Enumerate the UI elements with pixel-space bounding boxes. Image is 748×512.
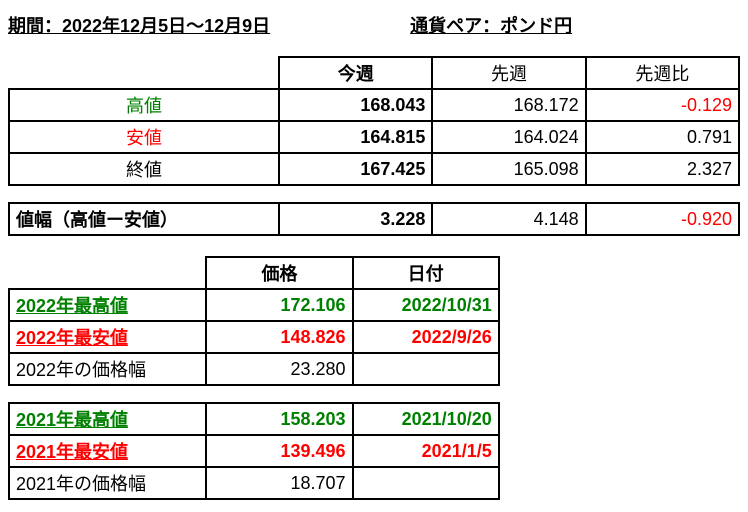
label-2022-high: 2022年最高値 [9, 289, 206, 321]
label-close: 終値 [9, 153, 279, 185]
date-2022-high: 2022/10/31 [353, 289, 499, 321]
row-2021-high: 2021年最高値 158.203 2021/10/20 [9, 403, 740, 435]
val-range-this: 3.228 [279, 203, 432, 235]
val-low-this: 164.815 [279, 121, 432, 153]
weekly-table: 今週 先週 先週比 高値 168.043 168.172 -0.129 安値 1… [8, 56, 740, 236]
yearly-table: 価格 日付 2022年最高値 172.106 2022/10/31 2022年最… [8, 256, 740, 500]
row-2021-range: 2021年の価格幅 18.707 [9, 467, 740, 499]
price-2021-high: 158.203 [206, 403, 352, 435]
val-high-last: 168.172 [432, 89, 585, 121]
val-close-this: 167.425 [279, 153, 432, 185]
label-low: 安値 [9, 121, 279, 153]
pair-label: 通貨ペア：ポンド円 [410, 12, 572, 38]
val-2021-range: 18.707 [206, 467, 352, 499]
row-2022-range: 2022年の価格幅 23.280 [9, 353, 740, 385]
row-high: 高値 168.043 168.172 -0.129 [9, 89, 739, 121]
label-2021-high: 2021年最高値 [9, 403, 206, 435]
val-range-diff: -0.920 [586, 203, 739, 235]
price-2022-low: 148.826 [206, 321, 352, 353]
label-2021-range: 2021年の価格幅 [9, 467, 206, 499]
period-label: 期間：2022年12月5日～12月9日 [8, 12, 270, 38]
date-2021-low: 2021/1/5 [353, 435, 499, 467]
row-2022-high: 2022年最高値 172.106 2022/10/31 [9, 289, 740, 321]
label-range: 値幅（高値ー安値） [9, 203, 279, 235]
val-close-last: 165.098 [432, 153, 585, 185]
col-price: 価格 [206, 257, 352, 289]
row-2021-low: 2021年最安値 139.496 2021/1/5 [9, 435, 740, 467]
price-2022-high: 172.106 [206, 289, 352, 321]
val-low-diff: 0.791 [586, 121, 739, 153]
val-low-last: 164.024 [432, 121, 585, 153]
row-range: 値幅（高値ー安値） 3.228 4.148 -0.920 [9, 203, 739, 235]
col-this-week: 今週 [279, 57, 432, 89]
yearly-header-row: 価格 日付 [9, 257, 740, 289]
price-2021-low: 139.496 [206, 435, 352, 467]
label-2022-low: 2022年最安値 [9, 321, 206, 353]
col-date: 日付 [353, 257, 499, 289]
row-low: 安値 164.815 164.024 0.791 [9, 121, 739, 153]
val-high-diff: -0.129 [586, 89, 739, 121]
row-close: 終値 167.425 165.098 2.327 [9, 153, 739, 185]
val-2022-range: 23.280 [206, 353, 352, 385]
header-line: 期間：2022年12月5日～12月9日 通貨ペア：ポンド円 [8, 12, 740, 38]
date-2022-low: 2022/9/26 [353, 321, 499, 353]
label-2021-low: 2021年最安値 [9, 435, 206, 467]
col-diff: 先週比 [586, 57, 739, 89]
val-high-this: 168.043 [279, 89, 432, 121]
row-2022-low: 2022年最安値 148.826 2022/9/26 [9, 321, 740, 353]
col-last-week: 先週 [432, 57, 585, 89]
val-range-last: 4.148 [432, 203, 585, 235]
date-2021-high: 2021/10/20 [353, 403, 499, 435]
val-close-diff: 2.327 [586, 153, 739, 185]
weekly-header-row: 今週 先週 先週比 [9, 57, 739, 89]
label-high: 高値 [9, 89, 279, 121]
label-2022-range: 2022年の価格幅 [9, 353, 206, 385]
